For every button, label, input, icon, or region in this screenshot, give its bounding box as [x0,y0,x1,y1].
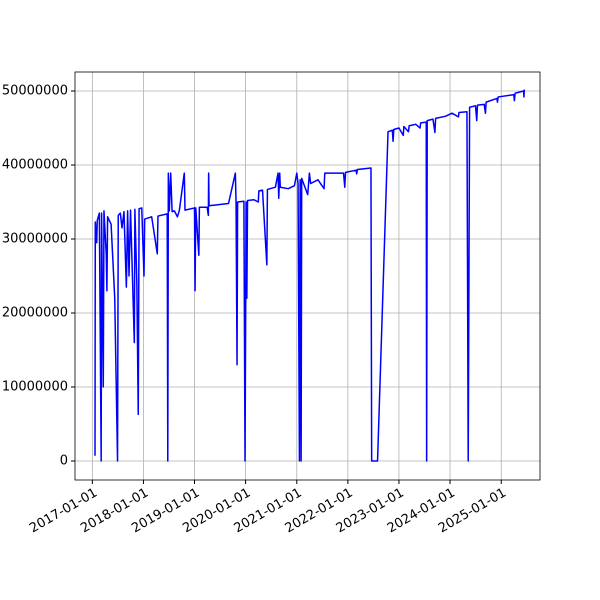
data-line [94,89,526,462]
y-tick-label: 30000000 [2,232,68,247]
plot-frame [74,71,541,481]
y-tick-label: 20000000 [2,305,68,320]
y-tick-label: 50000000 [2,84,68,99]
y-tick-label: 10000000 [2,379,68,394]
y-tick-label: 0 [60,453,68,468]
y-tick-label: 40000000 [2,158,68,173]
